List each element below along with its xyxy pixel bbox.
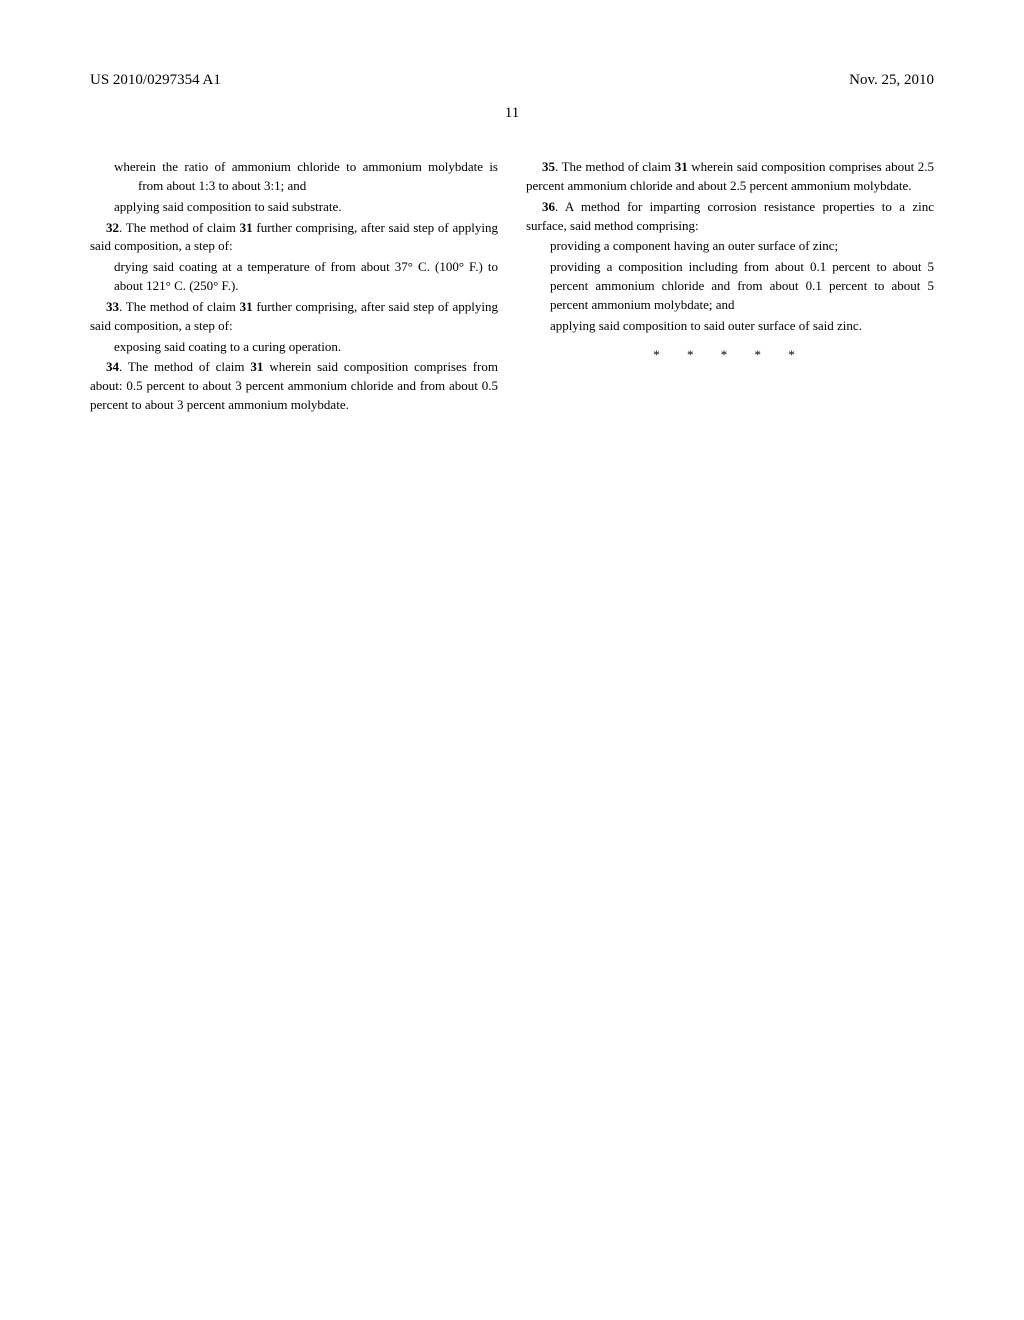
claim-number: 34: [106, 359, 119, 374]
page-number: 11: [90, 105, 934, 122]
claim-33-sub: exposing said coating to a curing operat…: [90, 338, 498, 357]
claim-number: 33: [106, 299, 119, 314]
claim-number: 32: [106, 220, 119, 235]
left-column: wherein the ratio of ammonium chloride t…: [90, 158, 498, 417]
claim-32: 32. The method of claim 31 further compr…: [90, 219, 498, 257]
claim-36: 36. A method for imparting corrosion res…: [526, 198, 934, 236]
publication-date: Nov. 25, 2010: [849, 72, 934, 89]
claim-33: 33. The method of claim 31 further compr…: [90, 298, 498, 336]
right-column: 35. The method of claim 31 wherein said …: [526, 158, 934, 417]
claim-ref: 31: [240, 299, 253, 314]
claim-text: . A method for imparting corrosion resis…: [526, 199, 934, 233]
publication-number: US 2010/0297354 A1: [90, 72, 221, 89]
claim-32-sub: drying said coating at a temperature of …: [90, 258, 498, 296]
claim-step: applying said composition to said substr…: [90, 198, 498, 217]
claim-36-sub2: providing a composition including from a…: [526, 258, 934, 315]
end-marker: * * * * *: [526, 346, 934, 365]
claim-number: 36: [542, 199, 555, 214]
claim-number: 35: [542, 159, 555, 174]
claim-36-sub3: applying said composition to said outer …: [526, 317, 934, 336]
claim-36-sub1: providing a component having an outer su…: [526, 237, 934, 256]
claim-text: . The method of claim: [119, 359, 250, 374]
claim-ref: 31: [250, 359, 263, 374]
claim-ref: 31: [675, 159, 688, 174]
claim-34: 34. The method of claim 31 wherein said …: [90, 358, 498, 415]
content-area: wherein the ratio of ammonium chloride t…: [90, 158, 934, 417]
claim-text: . The method of claim: [119, 299, 240, 314]
page-header: US 2010/0297354 A1 Nov. 25, 2010: [90, 72, 934, 89]
claim-35: 35. The method of claim 31 wherein said …: [526, 158, 934, 196]
claim-continuation: wherein the ratio of ammonium chloride t…: [90, 158, 498, 196]
claim-ref: 31: [240, 220, 253, 235]
claim-text: . The method of claim: [119, 220, 240, 235]
claim-text: . The method of claim: [555, 159, 675, 174]
